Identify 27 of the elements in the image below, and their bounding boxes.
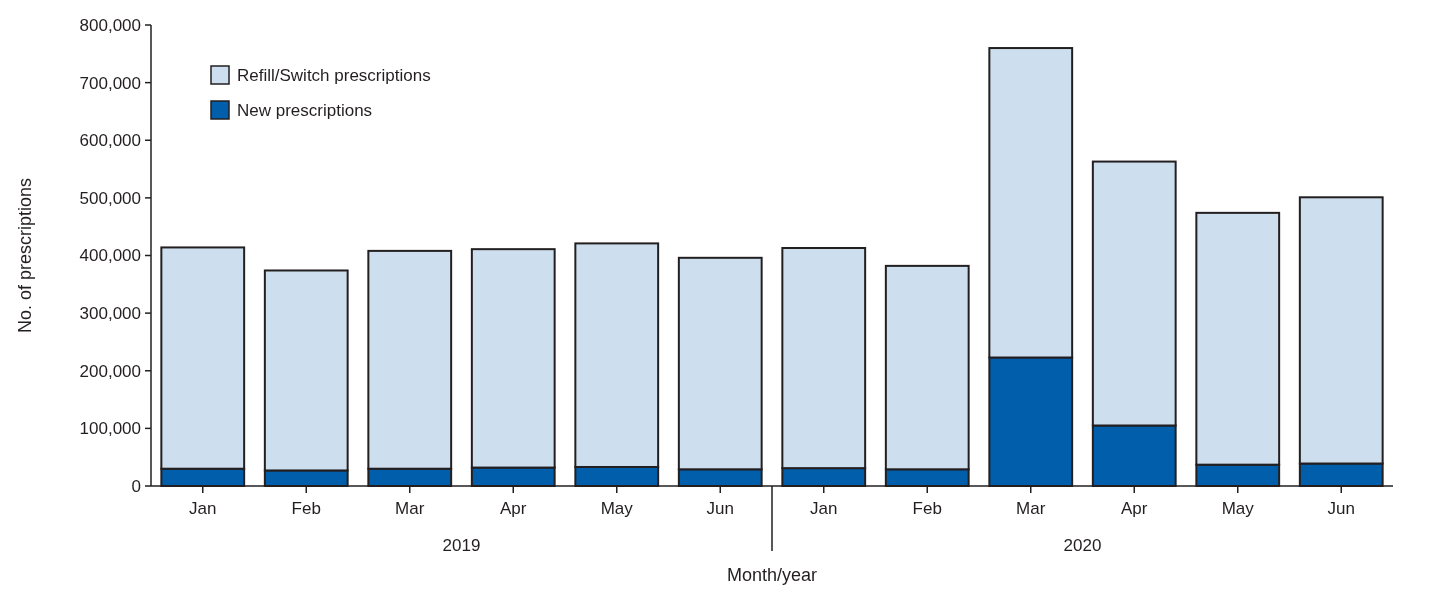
- y-tick-label: 500,000: [79, 188, 141, 208]
- legend-label: New prescriptions: [237, 100, 373, 120]
- x-tick-label: May: [600, 499, 634, 518]
- x-tick-label: Feb: [912, 499, 942, 518]
- x-tick-label: Jun: [706, 499, 734, 518]
- x-tick-label: Jan: [189, 499, 217, 518]
- legend-label: Refill/Switch prescriptions: [237, 65, 431, 85]
- y-tick-label: 400,000: [79, 246, 141, 266]
- y-tick-label: 100,000: [79, 419, 141, 439]
- x-tick-label: Feb: [291, 499, 321, 518]
- y-tick-label: 200,000: [79, 361, 141, 381]
- x-tick-label: Apr: [1121, 499, 1148, 518]
- x-axis-title: Month/year: [726, 565, 818, 585]
- y-tick-label: 700,000: [79, 73, 141, 93]
- y-tick-label: 600,000: [79, 131, 141, 151]
- x-tick-label: Jun: [1327, 499, 1355, 518]
- y-axis-title: No. of prescriptions: [15, 177, 35, 334]
- y-tick-label: 300,000: [79, 304, 141, 324]
- x-tick-label: Mar: [395, 499, 425, 518]
- text: 2019: [442, 536, 481, 555]
- text: 2020: [1063, 536, 1102, 555]
- y-tick-label: 800,000: [79, 15, 141, 35]
- x-tick-label: May: [1221, 499, 1255, 518]
- x-tick-label: Mar: [1016, 499, 1046, 518]
- x-tick-label: Jan: [810, 499, 838, 518]
- y-tick-label: 0: [131, 476, 141, 496]
- x-tick-label: Apr: [500, 499, 527, 518]
